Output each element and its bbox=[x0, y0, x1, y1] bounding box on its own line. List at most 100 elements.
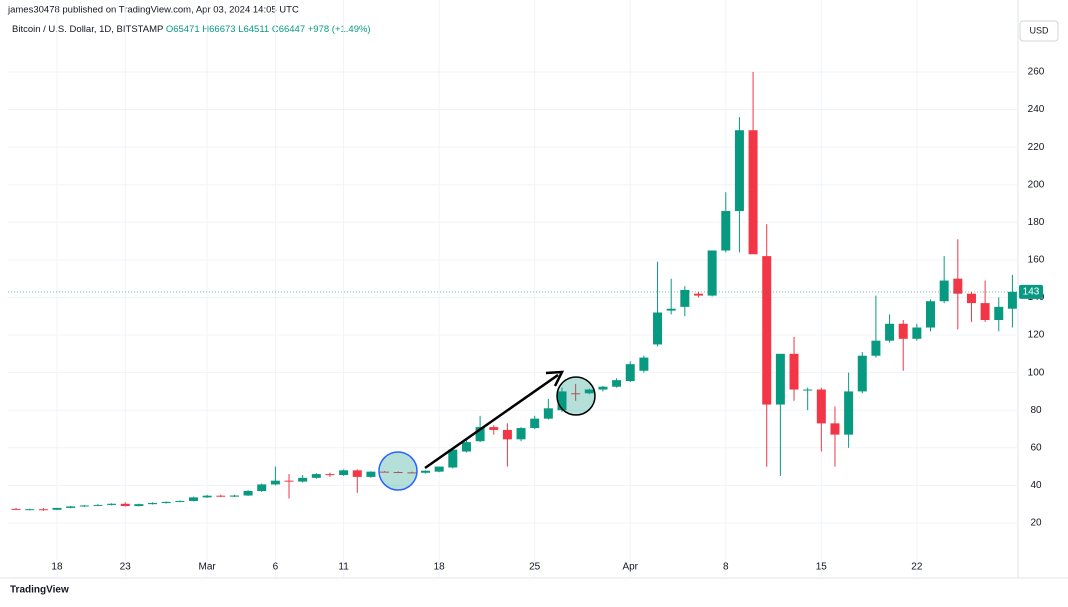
candle-body bbox=[229, 495, 239, 497]
candle-body bbox=[653, 312, 663, 345]
last-price-label: 143 bbox=[1023, 286, 1040, 297]
candle-body bbox=[66, 506, 76, 508]
candle-body bbox=[721, 211, 731, 251]
x-tick-label: 15 bbox=[816, 562, 828, 573]
y-tick-label: 180 bbox=[1028, 217, 1045, 228]
candle-body bbox=[188, 497, 198, 501]
candle-body bbox=[52, 507, 62, 510]
candle-body bbox=[966, 293, 976, 304]
symbol-info: Bitcoin / U.S. Dollar, 1D, BITSTAMP O654… bbox=[12, 24, 371, 35]
x-tick-label: 22 bbox=[911, 562, 923, 573]
candle-body bbox=[270, 480, 280, 485]
candle-body bbox=[830, 423, 840, 435]
candle-body bbox=[216, 495, 226, 497]
candle-body bbox=[161, 501, 171, 504]
y-tick-label: 80 bbox=[1030, 405, 1042, 416]
candle-body bbox=[612, 380, 622, 387]
candle-body bbox=[502, 429, 512, 440]
candle-body bbox=[980, 303, 990, 321]
candle-body bbox=[366, 471, 376, 477]
trend-arrow bbox=[424, 373, 559, 470]
candle-body bbox=[885, 323, 895, 341]
candle-body bbox=[803, 389, 813, 391]
y-tick-label: 120 bbox=[1028, 330, 1045, 341]
candle-body bbox=[421, 470, 431, 473]
candle-body bbox=[844, 391, 854, 435]
candle-body bbox=[257, 484, 267, 492]
symbol: Bitcoin / U.S. Dollar, 1D, BITSTAMP bbox=[12, 24, 163, 35]
candle-body bbox=[543, 408, 553, 419]
x-tick-label: 18 bbox=[434, 562, 446, 573]
candle-body bbox=[789, 353, 799, 390]
candle-body bbox=[639, 357, 649, 371]
candle-body bbox=[584, 389, 594, 394]
candle-body bbox=[93, 504, 103, 506]
highlight-circle bbox=[556, 376, 596, 416]
y-tick-label: 260 bbox=[1028, 67, 1045, 78]
arrow-head bbox=[545, 370, 565, 387]
y-tick-label: 60 bbox=[1030, 442, 1042, 453]
candle-body bbox=[734, 130, 744, 212]
y-tick-label: 100 bbox=[1028, 367, 1045, 378]
candle-body bbox=[816, 389, 826, 424]
open: O65471 bbox=[166, 24, 200, 35]
x-tick-label: Mar bbox=[199, 562, 217, 573]
last-price-box bbox=[1019, 284, 1043, 299]
high: H66673 bbox=[202, 24, 235, 35]
candle-body bbox=[939, 280, 949, 302]
x-tick-label: 11 bbox=[338, 562, 349, 573]
candle-body bbox=[461, 442, 471, 452]
y-tick-label: 40 bbox=[1030, 480, 1042, 491]
candle-body bbox=[38, 509, 48, 511]
x-tick-label: 23 bbox=[120, 562, 132, 573]
candle-body bbox=[666, 308, 676, 311]
x-tick-label: Apr bbox=[622, 562, 638, 573]
candle-body bbox=[407, 472, 417, 474]
candle-body bbox=[243, 491, 253, 496]
change: +978 (+1.49%) bbox=[308, 24, 371, 35]
y-tick-label: 200 bbox=[1028, 179, 1045, 190]
candle-body bbox=[284, 480, 294, 482]
candle-body bbox=[380, 471, 390, 473]
candle-body bbox=[1007, 291, 1017, 309]
candle-body bbox=[393, 472, 403, 474]
candle-body bbox=[625, 364, 635, 382]
candle-body bbox=[352, 470, 362, 477]
candle-body bbox=[693, 293, 703, 296]
candle-body bbox=[516, 428, 526, 440]
candle-body bbox=[175, 500, 185, 502]
close: C66447 bbox=[272, 24, 305, 35]
candle-body bbox=[748, 130, 758, 255]
candle-body bbox=[325, 474, 335, 476]
publisher: james30478 published on TradingView.com,… bbox=[7, 5, 299, 16]
candle-body bbox=[148, 503, 158, 505]
candle-body bbox=[202, 495, 212, 498]
candle-body bbox=[571, 393, 581, 395]
candle-body bbox=[598, 386, 608, 390]
candle-body bbox=[448, 449, 458, 468]
currency-button[interactable] bbox=[1019, 20, 1059, 42]
candle-body bbox=[762, 256, 772, 405]
candle-body bbox=[898, 323, 908, 339]
candle-body bbox=[25, 509, 35, 511]
candle-body bbox=[707, 250, 717, 296]
candle-body bbox=[557, 391, 567, 411]
candle-body bbox=[871, 340, 881, 356]
candle-body bbox=[120, 503, 130, 507]
highlight-circle bbox=[378, 451, 418, 491]
candle-body bbox=[79, 505, 89, 507]
low: L64511 bbox=[238, 24, 269, 35]
candle-body bbox=[11, 508, 21, 510]
candle-body bbox=[926, 301, 936, 328]
x-tick-label: 18 bbox=[51, 562, 63, 573]
logo: TradingView bbox=[10, 585, 69, 596]
candle-body bbox=[434, 466, 444, 472]
candle-body bbox=[339, 470, 349, 476]
candle-body bbox=[912, 327, 922, 339]
candle-body bbox=[530, 418, 540, 429]
y-tick-label: 220 bbox=[1028, 142, 1045, 153]
candle-body bbox=[107, 503, 117, 505]
candle-body bbox=[857, 355, 867, 392]
